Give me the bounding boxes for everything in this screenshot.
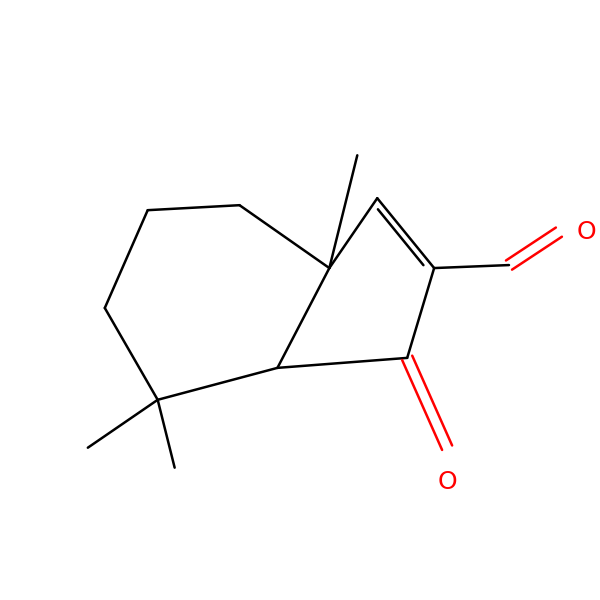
Text: O: O (577, 220, 596, 244)
Text: O: O (437, 470, 457, 494)
